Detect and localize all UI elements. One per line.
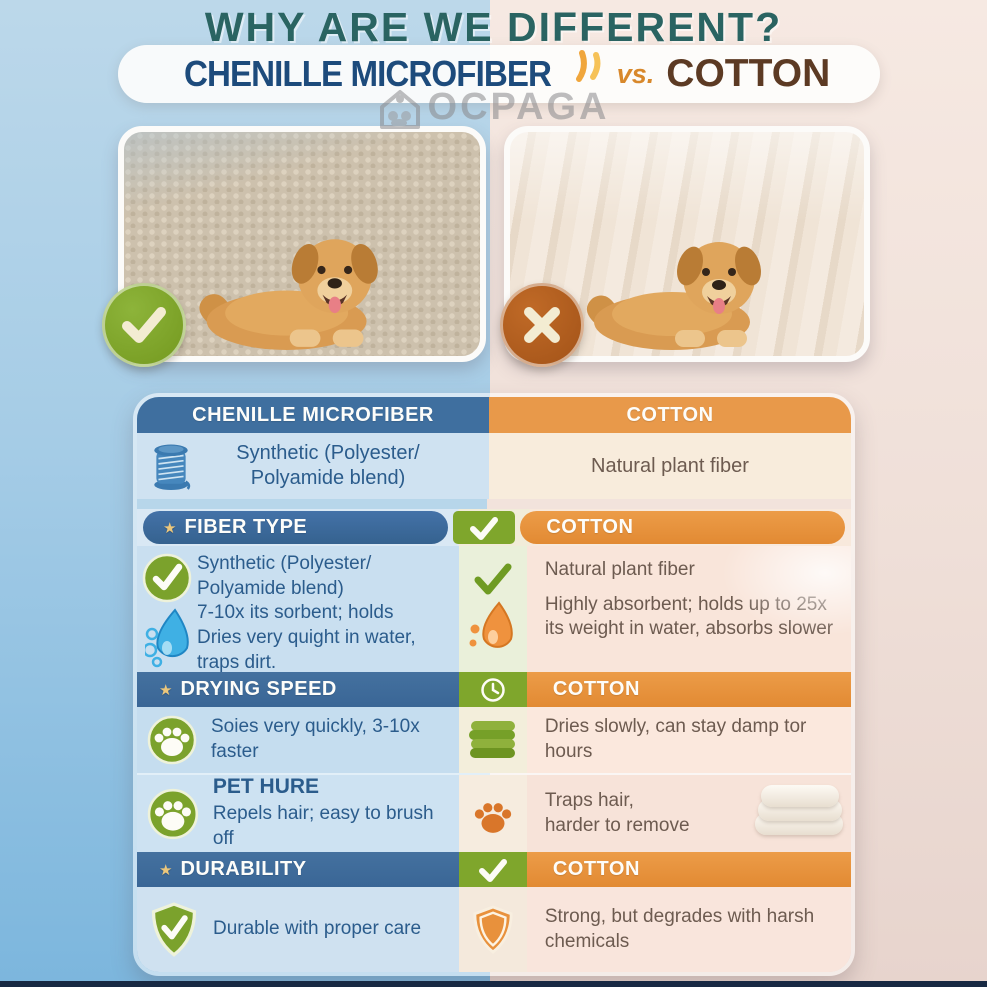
drying-right-cell: Dries slowly, can stay damp tor hours — [526, 707, 851, 773]
table-header-row: CHENILLE MICROFIBER COTTON — [137, 397, 851, 433]
checkmark-badge — [102, 283, 186, 367]
comparison-banner: CHENILLE MICROFIBER vs. COTTON — [118, 45, 880, 103]
towel-ghost-image — [720, 546, 851, 636]
star-icon: ★ — [159, 861, 173, 879]
drying-speed-bar: ★ DRYING SPEED — [137, 672, 459, 707]
drying-right-text: Dries slowly, can stay damp tor hours — [544, 716, 807, 762]
banner-vs-label: vs. — [616, 58, 655, 89]
quote-marks-icon — [575, 50, 601, 82]
x-icon — [524, 307, 560, 343]
fiber-left-cell: Synthetic (Polyester/ Polyamide blend) 7… — [137, 546, 459, 673]
banner-right-label: COTTON — [666, 52, 831, 95]
intro-row: Synthetic (Polyester/ Polyamide blend) N… — [137, 433, 851, 499]
fiber-row: Synthetic (Polyester/ Polyamide blend) 7… — [137, 546, 851, 673]
water-drop-icon — [145, 608, 189, 668]
fiber-left-line: Dries very quight in water, — [197, 627, 416, 649]
paw-circle-icon — [147, 788, 199, 839]
pet-right-line2: harder to remove — [544, 814, 690, 836]
bottom-navy-strip — [0, 981, 987, 987]
header-chenille-label: CHENILLE MICROFIBER — [192, 403, 434, 426]
intro-right-text: Natural plant fiber — [591, 454, 749, 477]
fiber-left-line: traps dirt. — [197, 651, 277, 673]
fiber-right-text1: Natural plant fiber — [544, 559, 695, 580]
check-icon — [474, 563, 512, 595]
fiber-cotton-pill: COTTON — [520, 511, 845, 544]
house-pets-icon — [379, 89, 420, 129]
drying-left-text: Soies very quickly, 3-10x faster — [211, 716, 420, 762]
shield-check-icon — [151, 901, 197, 957]
intro-left-cell: Synthetic (Polyester/ Polyamide blend) — [137, 433, 489, 499]
paw-circle-icon — [147, 715, 197, 765]
check-icon — [478, 858, 507, 882]
star-icon: ★ — [159, 681, 173, 699]
fiber-cotton-label: COTTON — [546, 516, 634, 538]
durability-check-box — [459, 852, 527, 887]
drying-speed-header-row: ★ DRYING SPEED COTTON — [137, 672, 851, 707]
drying-mid-cell — [459, 707, 527, 773]
intro-left-line2: Polyamide blend) — [250, 467, 406, 489]
intro-right-cell: Natural plant fiber — [489, 433, 851, 499]
header-chenille: CHENILLE MICROFIBER — [137, 397, 489, 433]
section-gap — [137, 499, 851, 509]
durability-label: DURABILITY — [180, 858, 307, 880]
photo-cotton-blanket — [504, 126, 870, 362]
thread-spool-icon — [154, 444, 191, 490]
pet-right-cell: Traps hair, harder to remove — [526, 775, 851, 852]
durability-header-row: ★ DURABILITY COTTON — [137, 852, 851, 887]
durability-left-cell: Durable with proper care — [137, 887, 459, 972]
drying-cotton-label: COTTON — [552, 678, 640, 700]
fiber-left-line: Synthetic (Polyester/ — [197, 553, 372, 574]
fiber-mid-cell — [459, 546, 527, 672]
intro-left-line1: Synthetic (Polyester/ — [236, 442, 420, 464]
drying-row: Soies very quickly, 3-10x faster Dries s… — [137, 707, 851, 773]
green-towel-icon — [468, 721, 515, 758]
fiber-left-line: 7-10x its sorbent; holds — [197, 602, 394, 624]
check-circle-icon — [142, 553, 192, 603]
durability-right-text: Strong, but degrades with harsh chemical… — [544, 905, 815, 952]
fiber-left-line: Polyamide blend) — [197, 577, 344, 599]
pet-left-text: Repels hair; easy to brush off — [212, 803, 434, 849]
drying-left-cell: Soies very quickly, 3-10x faster — [137, 707, 459, 773]
durability-cotton-label: COTTON — [552, 858, 640, 880]
pet-right-line1: Traps hair, — [544, 789, 634, 811]
fiber-type-header-row: ★ FIBER TYPE COTTON — [137, 509, 851, 546]
clock-icon — [481, 677, 505, 702]
cross-badge — [500, 283, 584, 367]
page-title: WHY ARE WE DIFFERENT? — [204, 4, 783, 50]
header-cotton-label: COTTON — [626, 403, 714, 426]
fiber-check-box — [453, 511, 516, 544]
pet-hair-title: PET HURE — [212, 775, 320, 799]
watermark: OCPAGA — [378, 86, 610, 129]
durability-bar: ★ DURABILITY — [137, 852, 459, 887]
drying-cotton-bar: COTTON — [526, 672, 851, 707]
check-icon — [122, 307, 166, 343]
white-towel-image — [754, 785, 843, 843]
dog-on-chenille-image — [199, 239, 383, 350]
fiber-right-cell: Natural plant fiber Highly absorbent; ho… — [526, 546, 851, 672]
fiber-type-pill: ★ FIBER TYPE — [143, 511, 449, 544]
durability-mid-cell — [459, 887, 527, 972]
pet-mid-cell — [459, 775, 527, 852]
durability-left-text: Durable with proper care — [213, 918, 422, 940]
check-icon — [470, 516, 499, 540]
watermark-text: OCPAGA — [427, 86, 610, 128]
comparison-table: CHENILLE MICROFIBER COTTON Synthetic (Po… — [133, 393, 855, 976]
drying-speed-label: DRYING SPEED — [180, 678, 337, 700]
fiber-type-label: FIBER TYPE — [184, 516, 308, 538]
pet-left-cell: PET HURE Repels hair; easy to brush off — [137, 775, 459, 852]
durability-row: Durable with proper care Strong, but deg… — [137, 887, 851, 972]
banner-left-label: CHENILLE MICROFIBER — [183, 53, 552, 94]
orange-shield-icon — [473, 905, 513, 954]
orange-drop-icon — [469, 601, 513, 648]
drying-clock-box — [459, 672, 527, 707]
header-cotton: COTTON — [489, 397, 851, 433]
star-icon: ★ — [163, 519, 177, 537]
orange-paw-icon — [474, 802, 512, 833]
durability-cotton-bar: COTTON — [526, 852, 851, 887]
pet-hair-row: PET HURE Repels hair; easy to brush off … — [137, 773, 851, 852]
durability-right-cell: Strong, but degrades with harsh chemical… — [526, 887, 851, 972]
